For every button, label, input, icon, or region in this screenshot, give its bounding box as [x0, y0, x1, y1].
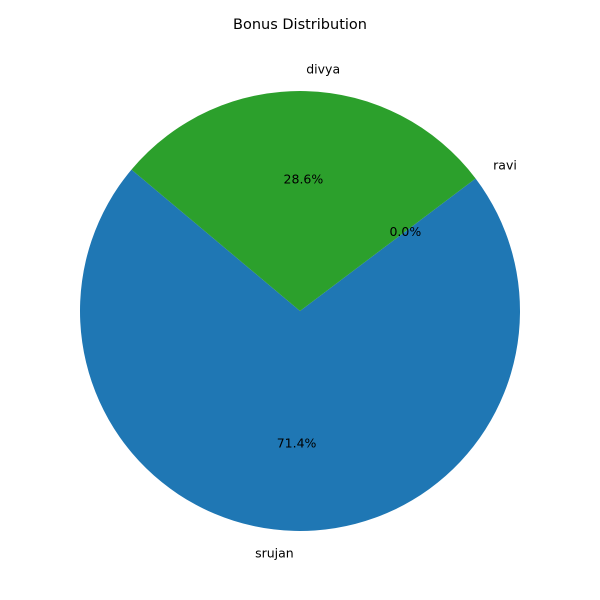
slice-label-ravi: ravi: [493, 158, 517, 173]
slice-label-divya: divya: [306, 62, 340, 77]
slice-label-srujan: srujan: [255, 545, 294, 560]
pie-labels: srujan 71.4% ravi 0.0% divya 28.6%: [255, 62, 517, 561]
pie-slice-srujan: [79, 169, 521, 532]
slice-percent-divya: 28.6%: [284, 172, 324, 187]
pie-slices: [79, 91, 521, 532]
chart-title: Bonus Distribution: [233, 17, 367, 33]
slice-percent-srujan: 71.4%: [277, 435, 317, 450]
pie-slice-divya: [131, 91, 476, 311]
slice-percent-ravi: 0.0%: [389, 224, 421, 239]
